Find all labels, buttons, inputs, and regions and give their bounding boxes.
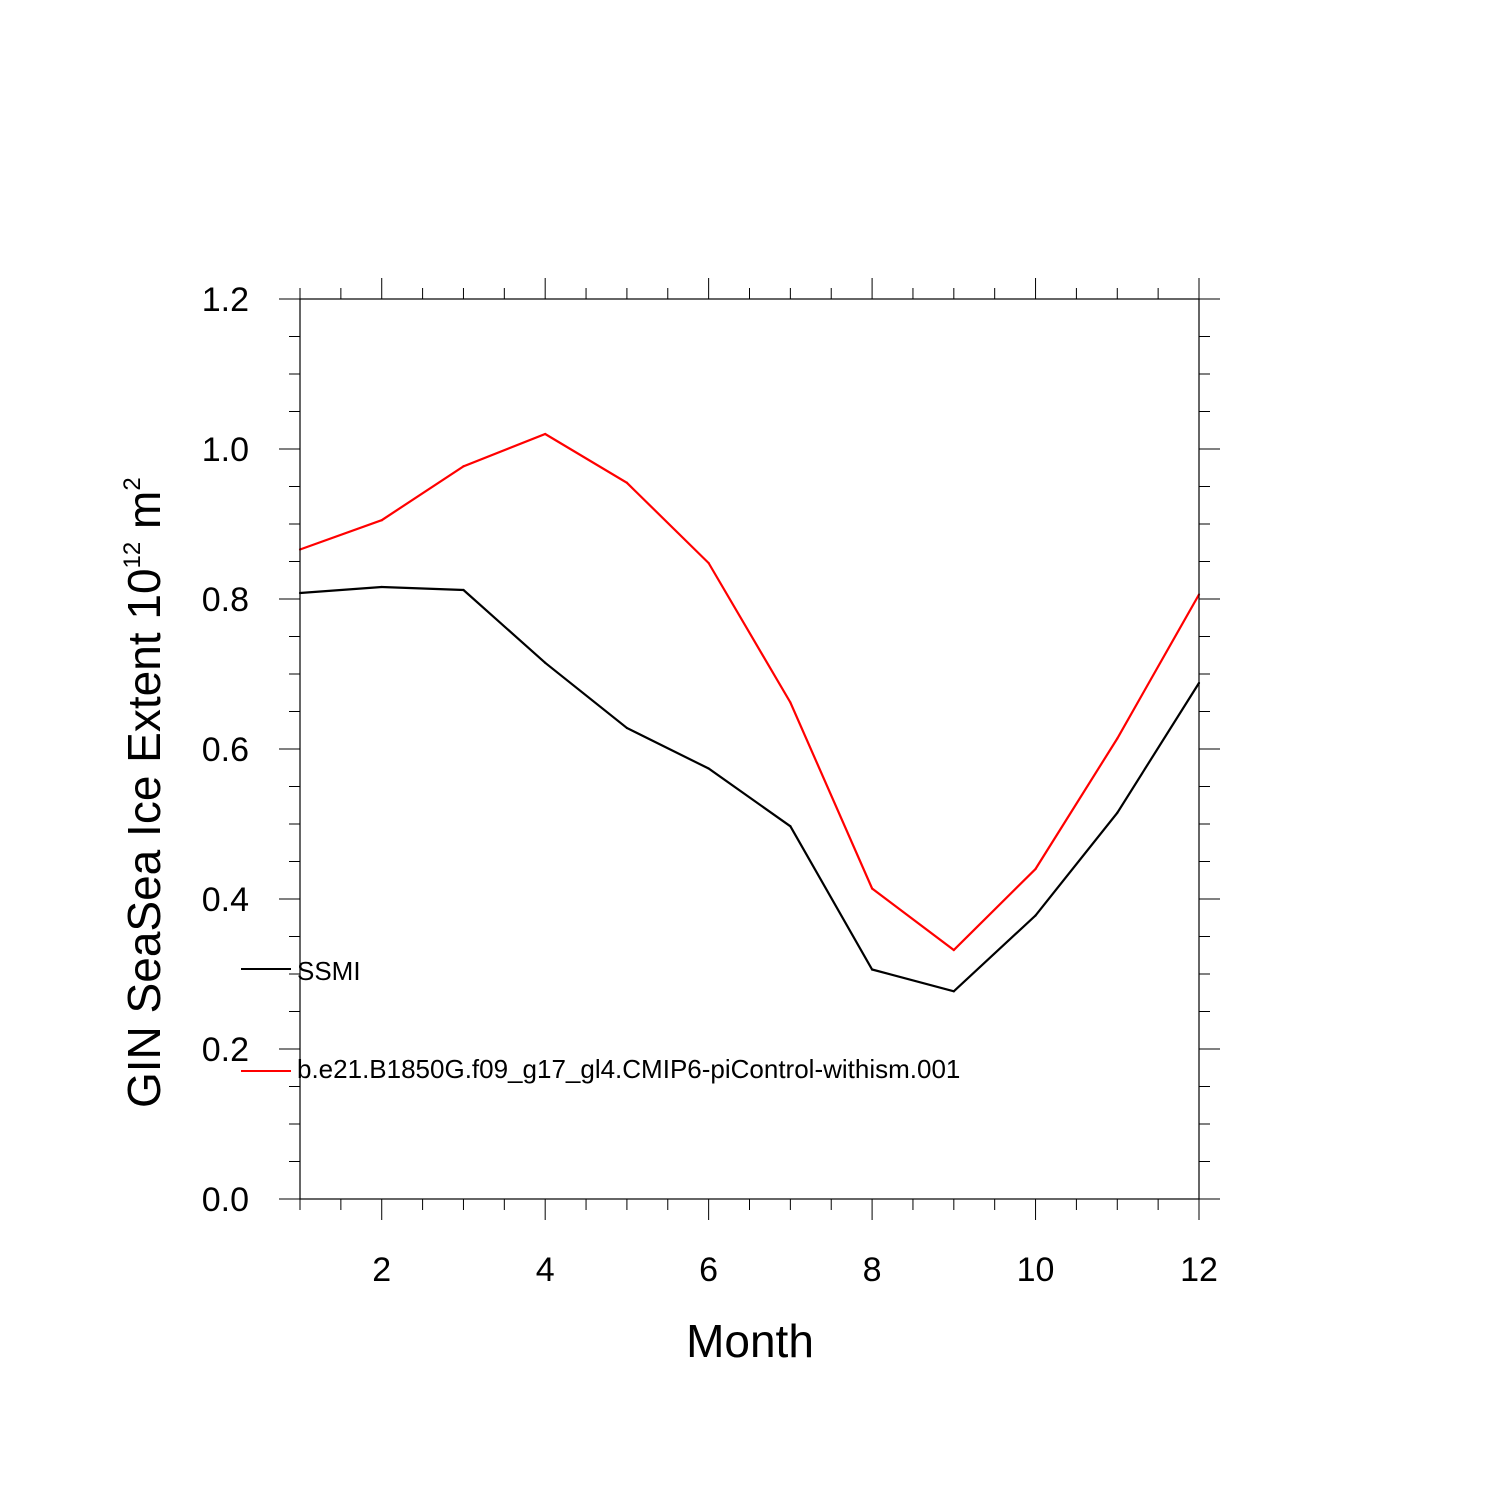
model-point [380, 519, 383, 522]
x-axis-title: Month [686, 1315, 814, 1367]
x-tick-label: 6 [699, 1251, 718, 1289]
x-tick-label: 12 [1180, 1251, 1218, 1289]
model-point [462, 465, 465, 468]
ssmi-point [462, 588, 465, 592]
legend: SSMI b.e21.B1850G.f09_g17_gl4.CMIP6-piCo… [241, 956, 960, 1084]
model-point [1034, 867, 1037, 871]
y-tick-label: 0.4 [202, 881, 249, 919]
plot-frame [299, 298, 1200, 1200]
x-tick-label: 2 [372, 1251, 391, 1289]
y-axis-title: GIN SeaSea Ice Extent 1012 m2 [118, 477, 170, 1108]
model-point [870, 887, 874, 890]
ssmi-point [707, 767, 710, 770]
x-tick-label: 4 [536, 1251, 555, 1289]
y-tick-label: 1.0 [202, 431, 249, 469]
ssmi-point [1116, 811, 1119, 814]
ssmi-point [952, 990, 955, 993]
x-tick-label: 8 [863, 1251, 882, 1289]
legend-label-model: b.e21.B1850G.f09_g17_gl4.CMIP6-piControl… [297, 1054, 960, 1084]
model-point [707, 561, 710, 565]
y-tick-label: 0.8 [202, 581, 249, 619]
y-axis-title-unit: m [118, 491, 170, 542]
y-tick-label: 0.2 [202, 1031, 249, 1069]
y-axis-title-unit-exponent: 2 [119, 477, 146, 490]
model-point [544, 432, 547, 436]
axis-ticks [279, 278, 1220, 1220]
model-point [789, 701, 792, 704]
model-point [1116, 737, 1119, 740]
y-tick-label: 0.6 [202, 731, 249, 769]
series-line-model [299, 432, 1200, 952]
y-tick-label: 0.0 [202, 1181, 249, 1219]
ssmi-point [1034, 914, 1037, 917]
x-tick-label: 10 [1017, 1251, 1055, 1289]
y-axis-title-main: GIN SeaSea Ice Extent 10 [118, 568, 170, 1108]
series-layer [298, 432, 1201, 993]
model-point [625, 481, 629, 484]
ssmi-point [625, 726, 629, 730]
ssmi-point [789, 825, 792, 828]
ssmi-point [544, 661, 547, 664]
tick-labels: 2 4 6 8 10 12 0.0 0.2 0.4 0.6 0.8 1.0 1.2 [202, 281, 1218, 1289]
series-line-ssmi [299, 585, 1200, 993]
model-point [952, 948, 955, 952]
y-tick-label: 1.2 [202, 281, 249, 319]
y-axis-title-exponent: 12 [119, 542, 146, 569]
ssmi-point [870, 968, 874, 971]
legend-label-ssmi: SSMI [297, 956, 361, 986]
ssmi-point [380, 585, 383, 589]
